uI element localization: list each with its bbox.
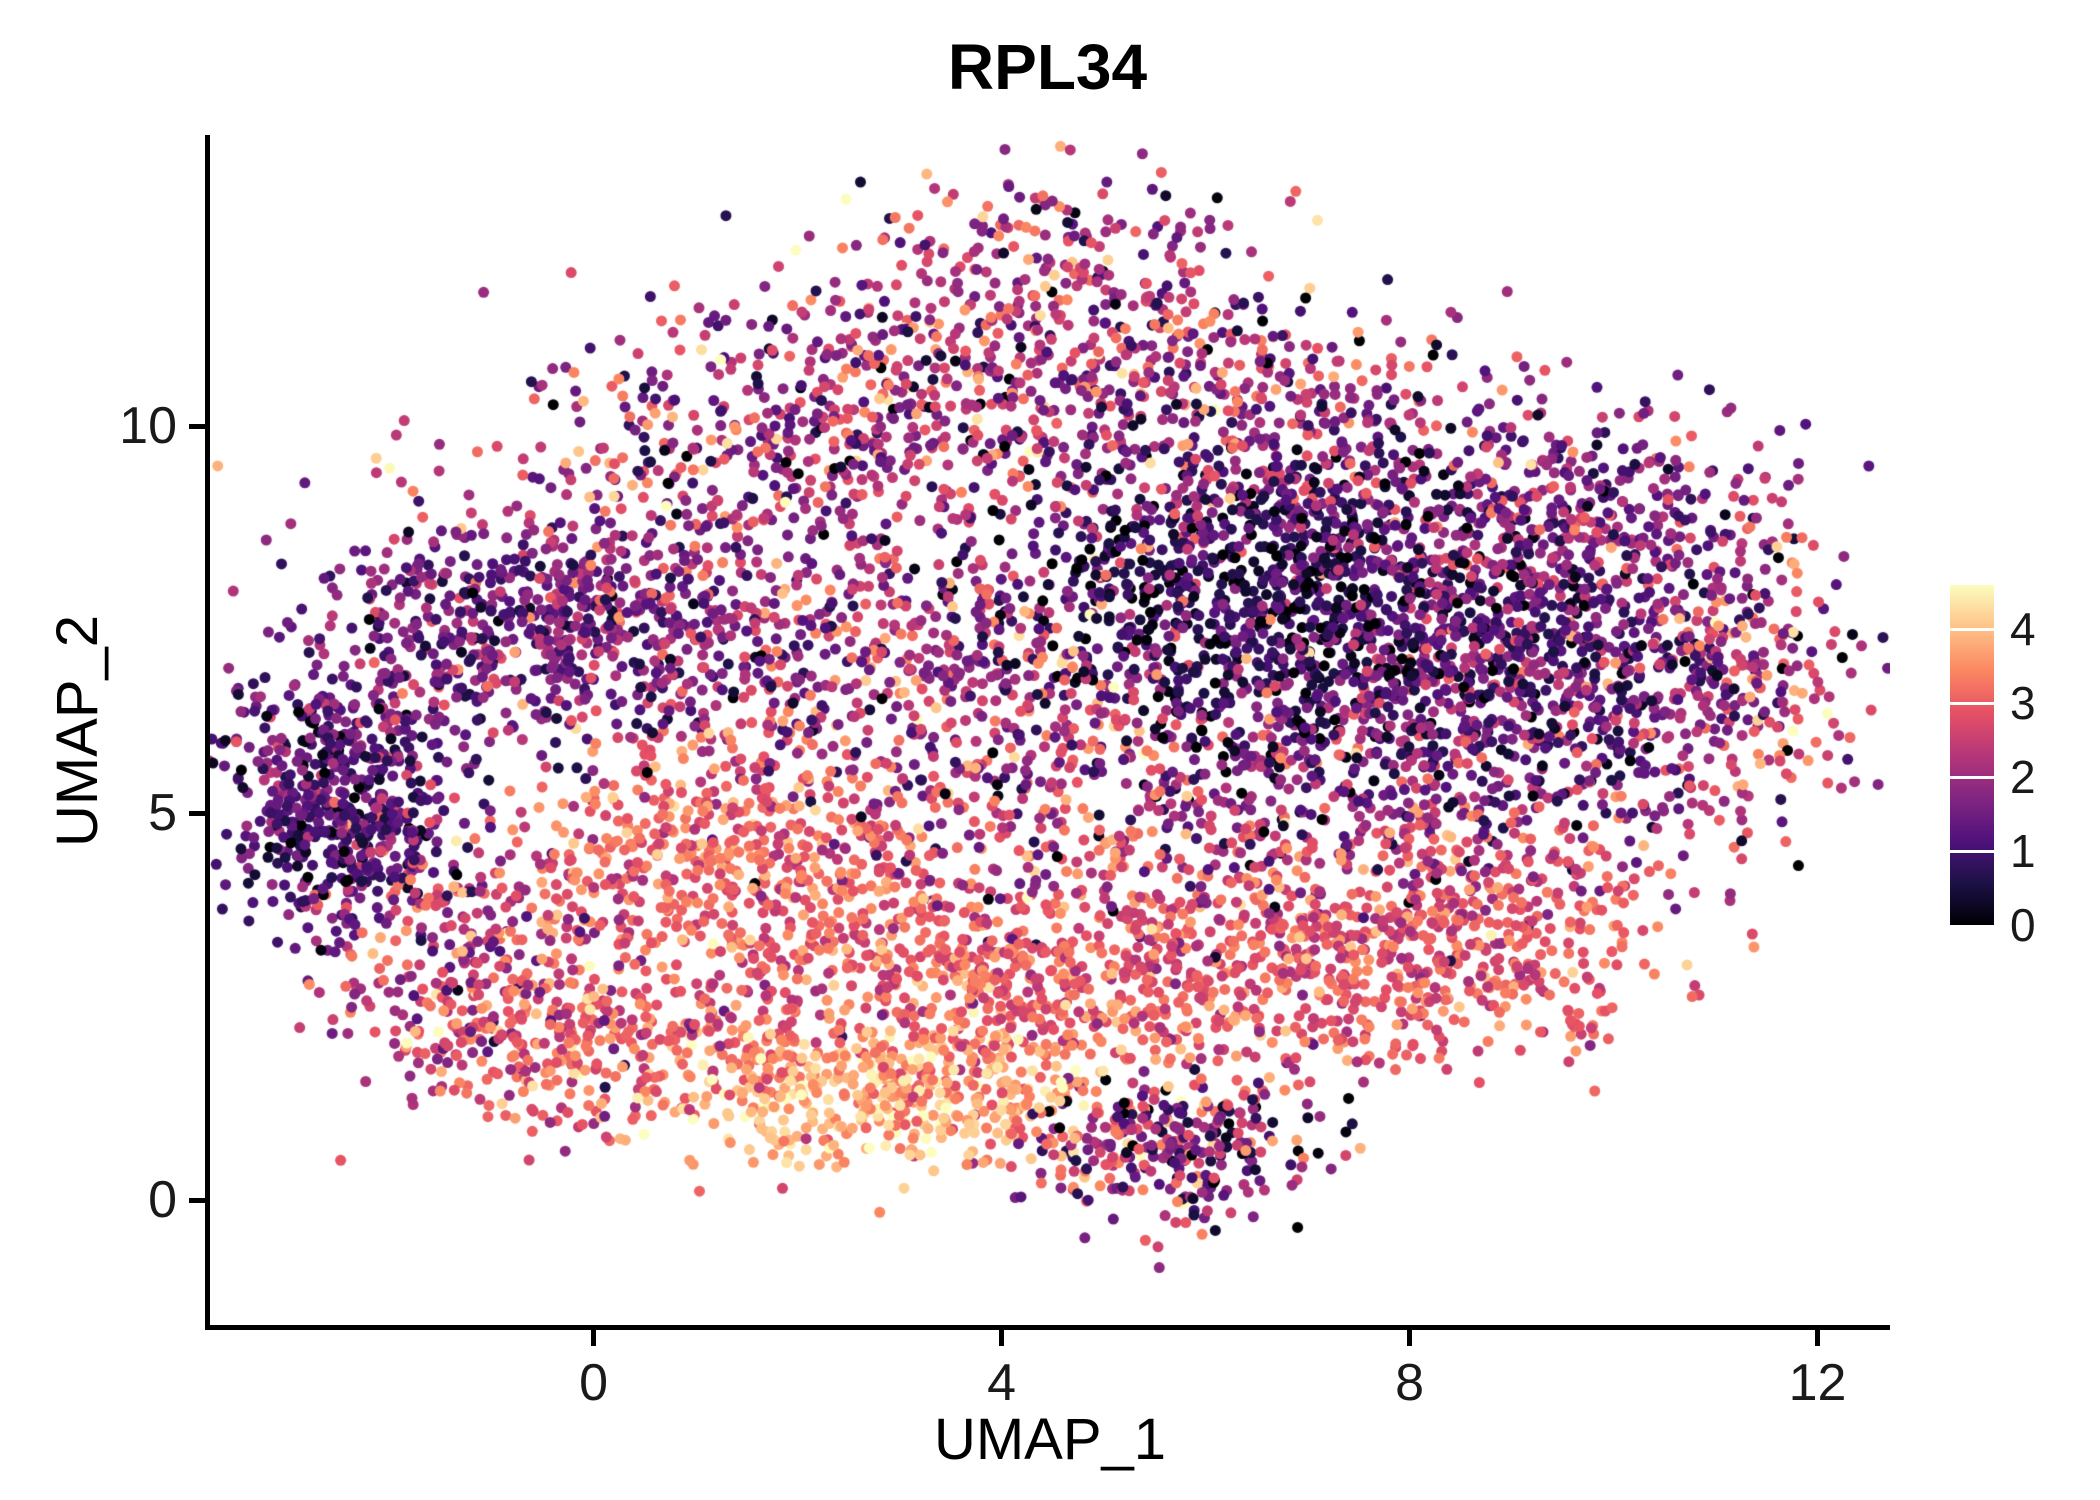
x-tick-mark: [591, 1330, 597, 1346]
x-tick-mark: [999, 1330, 1005, 1346]
plot-title: RPL34: [947, 31, 1148, 103]
colorbar-tick-line: [1950, 775, 1994, 779]
x-tick-label: 12: [1788, 1354, 1847, 1412]
colorbar-tick-label: 1: [2010, 825, 2036, 878]
y-axis-label: UMAP_2: [45, 614, 110, 848]
colorbar-tick-label: 0: [2010, 899, 2036, 951]
colorbar-tick-label: 4: [2010, 603, 2036, 656]
colorbar-tick-label: 2: [2010, 751, 2036, 804]
y-tick-label: 10: [119, 397, 177, 456]
x-tick-mark: [1815, 1330, 1821, 1346]
x-tick-label: 4: [987, 1354, 1016, 1412]
y-tick-mark: [189, 1197, 205, 1203]
x-tick-label: 8: [1395, 1354, 1425, 1412]
colorbar-gradient: [1950, 585, 1994, 925]
y-tick-label: 0: [148, 1171, 177, 1230]
x-tick-label: 0: [579, 1354, 608, 1412]
y-tick-mark: [189, 423, 205, 429]
colorbar-tick-line: [1950, 849, 1994, 853]
colorbar-tick-line: [1950, 701, 1994, 705]
colorbar-tick-line: [1950, 627, 1994, 631]
y-tick-mark: [189, 810, 205, 816]
x-axis-label: UMAP_1: [933, 1407, 1167, 1472]
scatter-canvas: [210, 135, 1890, 1325]
plot-panel: [205, 135, 1890, 1330]
colorbar-tick-label: 3: [2010, 677, 2036, 730]
y-tick-label: 5: [148, 784, 177, 843]
x-tick-mark: [1407, 1330, 1413, 1346]
